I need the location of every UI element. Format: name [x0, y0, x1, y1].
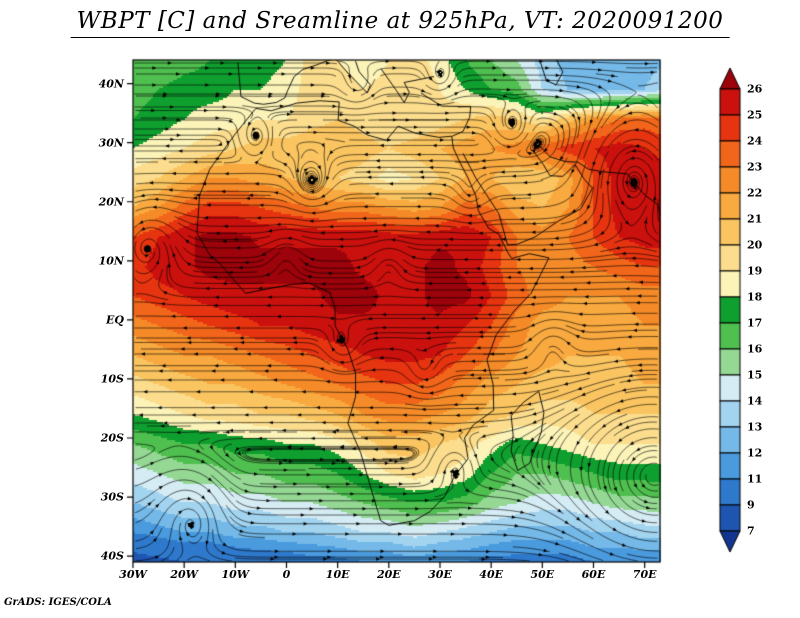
y-tick-label: 10S [100, 372, 124, 386]
colorbar-label: 12 [747, 446, 763, 460]
x-tick-label: 10W [221, 568, 250, 581]
y-tick-label: 10N [98, 254, 124, 268]
colorbar-label: 24 [747, 134, 763, 148]
x-tick-label: 30W [119, 568, 147, 581]
colorbar-label: 17 [747, 316, 763, 330]
x-tick-label: 30E [428, 568, 452, 581]
grads-attribution: GrADS: IGES/COLA [4, 597, 112, 608]
y-tick-label: EQ [106, 313, 124, 327]
colorbar-label: 21 [747, 212, 763, 226]
colorbar-label: 23 [747, 160, 763, 174]
x-tick-label: 20E [376, 568, 401, 581]
x-tick-label: 60E [581, 568, 606, 581]
colorbar-label: 7 [747, 524, 755, 538]
colorbar-label: 19 [747, 264, 763, 278]
colorbar-label: 15 [747, 368, 763, 382]
x-tick-label: 40E [479, 568, 503, 581]
colorbar-label: 18 [747, 290, 763, 304]
y-tick-label: 40N [98, 77, 124, 91]
colorbar-label: 9 [747, 498, 755, 512]
y-tick-label: 40S [100, 549, 124, 563]
y-tick-label: 30S [100, 490, 124, 504]
colorbar-label: 13 [747, 420, 763, 434]
x-tick-label: 50E [530, 568, 555, 581]
x-tick-label: 70E [632, 568, 657, 581]
plot-title: WBPT [C] and Sreamline at 925hPa, VT: 20… [70, 8, 730, 38]
y-tick-label: 30N [98, 136, 124, 150]
colorbar-label: 11 [747, 472, 763, 486]
y-tick-label: 20N [98, 195, 124, 209]
x-tick-label: 10E [325, 568, 350, 581]
colorbar-label: 22 [747, 186, 763, 200]
colorbar-label: 20 [747, 238, 763, 252]
x-tick-label: 0 [282, 568, 291, 581]
colorbar-label: 14 [747, 394, 763, 408]
y-tick-label: 20S [100, 431, 124, 445]
x-tick-label: 20W [170, 568, 198, 581]
colorbar-label: 25 [747, 108, 763, 122]
colorbar-label: 16 [747, 342, 763, 356]
colorbar-label: 26 [747, 82, 763, 96]
